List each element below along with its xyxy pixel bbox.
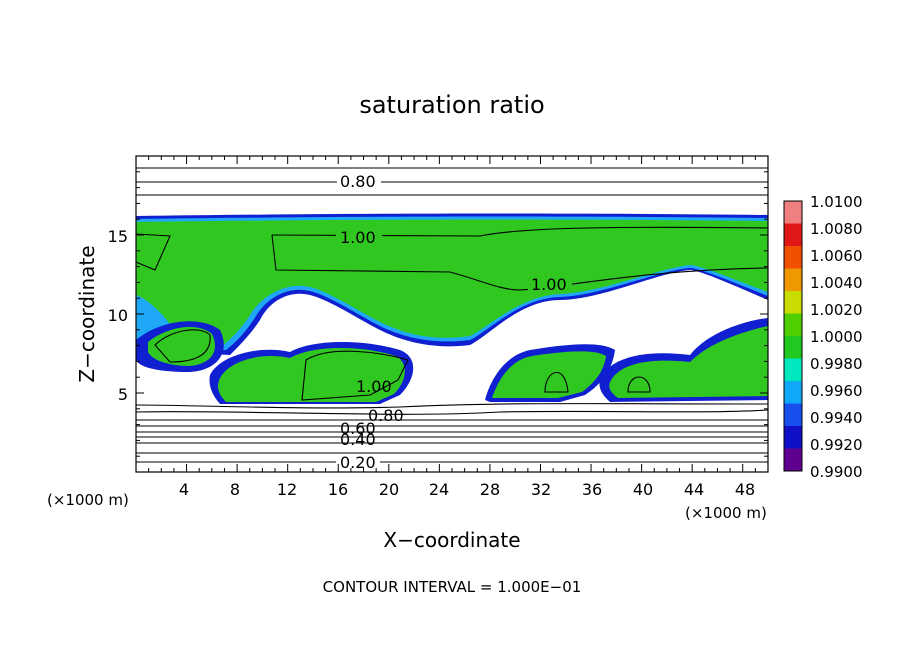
- contour-label: 1.00: [356, 377, 392, 396]
- colorbar-swatch: [784, 358, 802, 382]
- colorbar-label: 1.0020: [810, 301, 863, 319]
- colorbar-label: 1.0000: [810, 328, 863, 346]
- colorbar-label: 1.0040: [810, 274, 863, 292]
- colorbar-frame: [783, 200, 803, 472]
- colorbar-swatch: [784, 291, 802, 314]
- x-tick-label: 36: [582, 480, 602, 499]
- colorbar-label: 1.0080: [810, 220, 863, 238]
- colorbar-swatch: [784, 201, 802, 224]
- colorbar-swatch: [784, 426, 802, 449]
- x-tick-label: 16: [328, 480, 348, 499]
- x-tick-label: 24: [429, 480, 449, 499]
- colorbar-label: 1.0100: [810, 193, 863, 211]
- lower-cells-body: [218, 347, 405, 402]
- contour-label: 1.00: [531, 275, 567, 294]
- mid-cells-body: [492, 351, 606, 398]
- axis-ticks: [136, 156, 768, 472]
- plot-area: [136, 167, 768, 463]
- contour-lines: [136, 167, 768, 463]
- contour-label: 0.80: [340, 172, 376, 191]
- x-tick-label: 28: [480, 480, 500, 499]
- y-tick-label: 10: [108, 306, 128, 325]
- x-tick-label: 12: [277, 480, 297, 499]
- colorbar-swatch: [784, 448, 802, 472]
- x-tick-label: 48: [735, 480, 755, 499]
- contour-label: 0.40: [340, 430, 376, 449]
- colorbar-label: 0.9980: [810, 355, 863, 373]
- colorbar-swatch: [784, 313, 802, 337]
- colorbar-label: 0.9960: [810, 382, 863, 400]
- upper-cloud-body: [136, 219, 768, 346]
- x-tick-label: 32: [531, 480, 551, 499]
- x-axis-title: X−coordinate: [383, 528, 520, 552]
- colorbar-swatch: [784, 381, 802, 404]
- colorbar-label: 0.9920: [810, 436, 863, 454]
- colorbar-label: 1.0060: [810, 247, 863, 265]
- contour-label-group: 0.80 1.00 1.00 1.00 0.80 0.60 0.40 0.20: [336, 172, 572, 472]
- right-cells-body: [609, 326, 768, 398]
- x-unit-label: (×1000 m): [685, 504, 767, 522]
- colorbar-swatch: [784, 336, 802, 359]
- z-unit-label: (×1000 m): [47, 491, 129, 509]
- x-tick-label: 8: [230, 480, 240, 499]
- x-tick-label: 40: [633, 480, 653, 499]
- colorbar: 1.0100 1.0080 1.0060 1.0040 1.0020 1.0000 0.99…: [783, 193, 863, 481]
- y-axis-title: Z−coordinate: [75, 245, 99, 382]
- colorbar-swatch: [784, 403, 802, 427]
- colorbar-swatch: [784, 268, 802, 292]
- x-axis-tick-labels: 4 8 12 16 20 24 28 32 36 40 44 48: [179, 480, 755, 499]
- colorbar-label: 0.9900: [810, 463, 863, 481]
- contour-interval-note: CONTOUR INTERVAL = 1.000E−01: [323, 578, 582, 596]
- x-tick-label: 44: [684, 480, 704, 499]
- x-tick-label: 4: [179, 480, 189, 499]
- y-axis-tick-labels: 5 10 15: [108, 227, 128, 404]
- contour-label: 1.00: [340, 228, 376, 247]
- y-tick-label: 15: [108, 227, 128, 246]
- contour-label: 0.60: [340, 419, 376, 438]
- contour-label: 0.80: [368, 406, 404, 425]
- chart-title: saturation ratio: [359, 91, 544, 119]
- x-tick-label: 20: [379, 480, 399, 499]
- y-tick-label: 5: [118, 385, 128, 404]
- colorbar-label: 0.9940: [810, 409, 863, 427]
- colorbar-swatch: [784, 223, 802, 247]
- contour-label: 0.20: [340, 453, 376, 472]
- colorbar-swatch: [784, 246, 802, 269]
